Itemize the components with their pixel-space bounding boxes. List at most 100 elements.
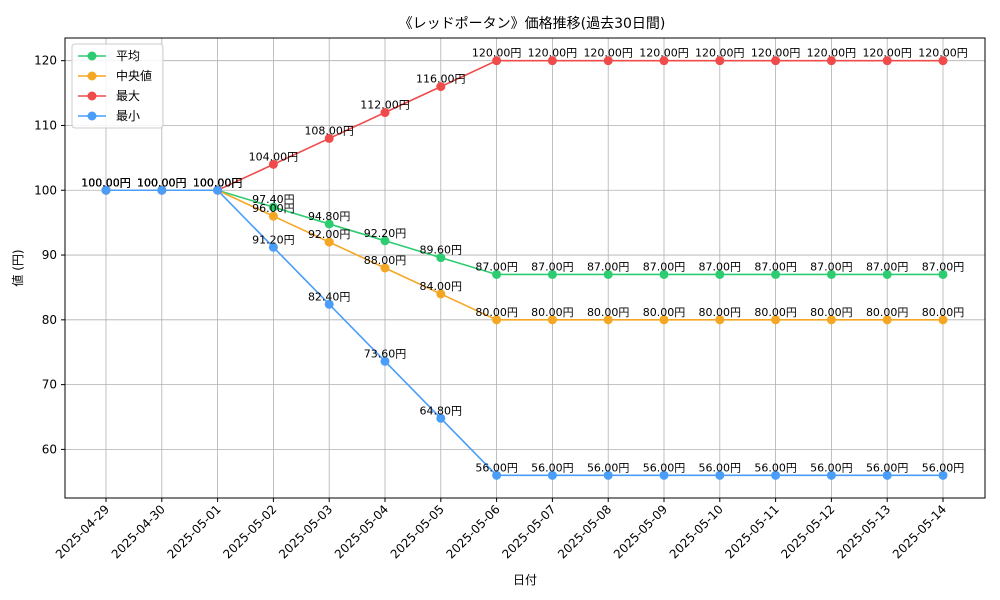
data-label: 84.00円	[420, 280, 463, 293]
data-label: 80.00円	[699, 306, 742, 319]
data-label: 94.80円	[308, 210, 351, 223]
data-point	[603, 315, 613, 325]
data-label: 56.00円	[643, 461, 686, 474]
data-label: 116.00円	[416, 73, 466, 86]
data-label: 73.60円	[364, 347, 407, 360]
data-point	[547, 315, 557, 325]
data-label: 56.00円	[531, 461, 574, 474]
data-label: 112.00円	[360, 99, 410, 112]
data-point	[380, 263, 390, 273]
legend-label: 最小	[116, 109, 140, 123]
y-tick-label: 80	[42, 313, 57, 327]
data-point	[547, 56, 557, 66]
legend-marker	[87, 71, 97, 81]
data-label: 100.00円	[137, 176, 187, 189]
data-label: 87.00円	[699, 260, 742, 273]
data-point	[938, 315, 948, 325]
data-point	[492, 315, 502, 325]
legend-marker	[87, 51, 97, 61]
data-label: 120.00円	[695, 47, 745, 60]
data-point	[324, 219, 334, 229]
data-label: 100.00円	[81, 176, 131, 189]
data-label: 100.00円	[137, 176, 187, 189]
x-tick-label: 2025-05-05	[388, 502, 447, 561]
data-label: 88.00円	[364, 254, 407, 267]
y-axis-title: 値 (円)	[10, 249, 25, 286]
data-label: 120.00円	[862, 47, 912, 60]
data-point	[324, 299, 334, 309]
data-label: 97.40円	[252, 193, 295, 206]
data-label: 120.00円	[639, 47, 689, 60]
y-tick-label: 70	[42, 378, 57, 392]
data-label: 87.00円	[587, 260, 630, 273]
data-label: 120.00円	[751, 47, 801, 60]
data-point	[603, 470, 613, 480]
x-axis-ticks: 2025-04-292025-04-302025-05-012025-05-02…	[53, 498, 949, 561]
data-label: 92.20円	[364, 227, 407, 240]
data-label: 56.00円	[922, 461, 965, 474]
data-point	[380, 108, 390, 118]
data-label: 80.00円	[587, 306, 630, 319]
series-line	[106, 189, 943, 276]
series-line	[106, 189, 943, 477]
data-point	[882, 56, 892, 66]
x-tick-label: 2025-04-29	[53, 502, 112, 561]
legend-item: 平均	[78, 49, 140, 63]
x-tick-label: 2025-05-11	[723, 502, 782, 561]
data-label: 96.00円	[252, 202, 295, 215]
y-axis-ticks: 60 70 80 90 100 110 120	[34, 54, 65, 456]
data-point	[715, 470, 725, 480]
data-point	[324, 237, 334, 247]
x-tick-label: 2025-05-07	[499, 502, 558, 561]
data-point	[771, 470, 781, 480]
data-point	[938, 470, 948, 480]
data-label: 56.00円	[754, 461, 797, 474]
x-tick-label: 2025-05-03	[276, 502, 335, 561]
data-point	[436, 413, 446, 423]
data-label: 108.00円	[304, 124, 354, 137]
data-label: 100.00円	[193, 176, 243, 189]
data-label: 56.00円	[699, 461, 742, 474]
data-point	[492, 56, 502, 66]
data-point	[492, 269, 502, 279]
data-point	[659, 315, 669, 325]
data-point	[826, 56, 836, 66]
series-3	[101, 185, 948, 480]
data-point	[826, 470, 836, 480]
data-point	[826, 315, 836, 325]
data-point	[380, 356, 390, 366]
data-label: 80.00円	[531, 306, 574, 319]
data-label: 87.00円	[810, 260, 853, 273]
data-point	[659, 269, 669, 279]
data-label: 87.00円	[531, 260, 574, 273]
data-label: 100.00円	[193, 176, 243, 189]
data-point	[603, 269, 613, 279]
y-tick-label: 60	[42, 442, 57, 456]
data-label: 80.00円	[866, 306, 909, 319]
data-point	[492, 470, 502, 480]
x-tick-label: 2025-05-09	[611, 502, 670, 561]
data-point	[268, 211, 278, 221]
x-tick-label: 2025-05-04	[332, 502, 391, 561]
x-tick-label: 2025-05-14	[890, 502, 949, 561]
data-label: 120.00円	[918, 47, 968, 60]
data-label: 100.00円	[137, 176, 187, 189]
data-label: 120.00円	[807, 47, 857, 60]
x-tick-label: 2025-05-13	[834, 502, 893, 561]
legend-label: 最大	[116, 89, 140, 103]
x-tick-label: 2025-05-10	[667, 502, 726, 561]
data-label: 56.00円	[475, 461, 518, 474]
data-label: 100.00円	[193, 176, 243, 189]
data-point	[157, 185, 167, 195]
series-line	[106, 189, 943, 321]
legend-item: 最大	[78, 89, 140, 103]
data-label: 87.00円	[922, 260, 965, 273]
legend-item: 中央値	[78, 68, 152, 83]
data-point	[436, 289, 446, 299]
x-tick-label: 2025-05-06	[444, 502, 503, 561]
data-label: 87.00円	[475, 260, 518, 273]
data-point	[659, 56, 669, 66]
data-point	[826, 269, 836, 279]
data-label: 80.00円	[643, 306, 686, 319]
data-label: 100.00円	[81, 176, 131, 189]
